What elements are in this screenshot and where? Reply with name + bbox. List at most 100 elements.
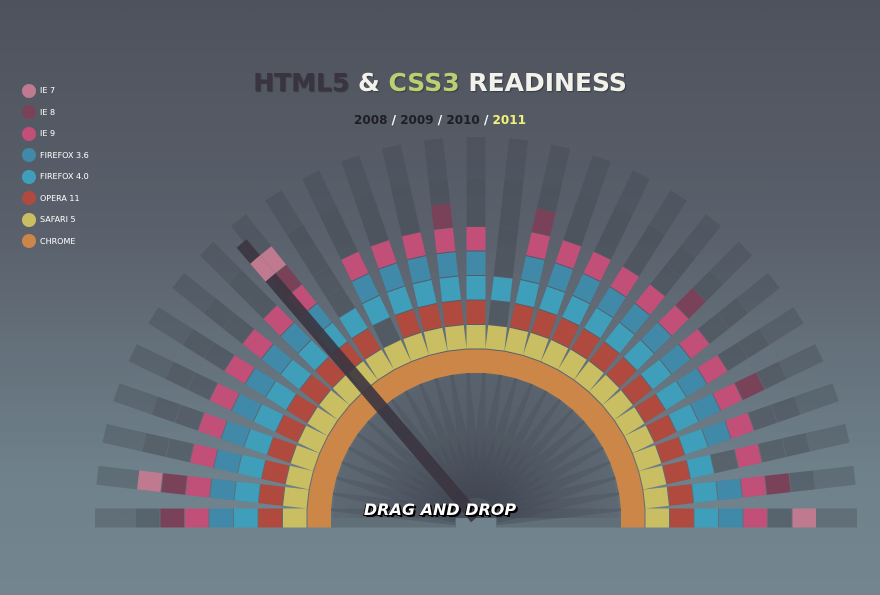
legend-item-firefox-4-0[interactable]: FIREFOX 4.0 <box>22 166 89 188</box>
year-separator: / <box>437 113 443 127</box>
segment-safari-5 <box>614 407 645 436</box>
segment-chrome <box>328 420 359 449</box>
segment-ie-9 <box>555 240 582 269</box>
segment-opera-11 <box>258 508 282 528</box>
segment-ie-9 <box>697 355 728 384</box>
segment-ie-8 <box>718 342 749 371</box>
segment-firefox-3-6 <box>209 508 233 528</box>
segment-ie-9 <box>263 305 294 336</box>
segment-safari-5 <box>523 332 549 362</box>
segment-firefox-4-0 <box>679 429 708 455</box>
segment-firefox-4-0 <box>439 276 461 302</box>
segment-ie-7 <box>204 298 235 329</box>
segment-ie-8 <box>650 265 681 296</box>
segment-chrome <box>571 392 602 423</box>
legend-label: IE 8 <box>40 107 56 117</box>
segment-safari-5 <box>285 465 313 490</box>
segment-firefox-3-6 <box>245 368 276 397</box>
segment-chrome <box>593 420 624 449</box>
segment-opera-11 <box>488 300 510 327</box>
year-2009[interactable]: 2009 <box>400 113 434 127</box>
segment-safari-5 <box>602 390 633 420</box>
segment-firefox-4-0 <box>298 340 329 371</box>
segment-ie-7 <box>391 184 415 212</box>
segment-ie-9 <box>740 476 767 498</box>
segment-safari-5 <box>589 374 620 405</box>
segment-firefox-3-6 <box>261 344 292 374</box>
segment-opera-11 <box>667 484 694 506</box>
segment-firefox-3-6 <box>641 322 672 353</box>
segment-ie-7 <box>738 329 769 358</box>
legend-item-chrome[interactable]: CHROME <box>22 231 89 253</box>
segment-firefox-3-6 <box>326 287 355 318</box>
segment-firefox-4-0 <box>562 295 590 326</box>
legend-label: IE 9 <box>40 129 56 139</box>
legend-swatch <box>22 83 36 98</box>
legend-item-opera-11[interactable]: OPERA 11 <box>22 188 89 210</box>
segment-firefox-4-0 <box>234 481 260 503</box>
segment-chrome <box>309 471 337 495</box>
segment-opera-11 <box>418 303 443 331</box>
segment-safari-5 <box>639 465 667 490</box>
segment-ie-7 <box>136 508 160 528</box>
segment-firefox-3-6 <box>719 508 743 528</box>
title-html5: HTML5 <box>253 68 350 97</box>
segment-firefox-3-6 <box>520 256 545 284</box>
legend-item-ie-9[interactable]: IE 9 <box>22 123 89 145</box>
segment-ie-8 <box>758 438 786 463</box>
year-2011[interactable]: 2011 <box>492 113 526 127</box>
segment-opera-11 <box>551 317 579 348</box>
segment-ie-9 <box>496 227 518 254</box>
segment-ie-8 <box>735 372 765 400</box>
title-css3: CSS3 <box>388 68 460 97</box>
segment-firefox-4-0 <box>466 276 486 300</box>
segment-ie-7 <box>789 470 815 492</box>
legend-item-ie-8[interactable]: IE 8 <box>22 102 89 124</box>
segment-firefox-3-6 <box>221 421 250 447</box>
year-2008[interactable]: 2008 <box>354 113 388 127</box>
segment-ie-7 <box>537 184 561 212</box>
segment-firefox-4-0 <box>640 359 672 390</box>
segment-opera-11 <box>646 415 677 443</box>
segment-safari-5 <box>365 349 394 380</box>
segment-ie-9 <box>402 232 426 260</box>
segment-safari-5 <box>643 487 669 509</box>
segment-firefox-3-6 <box>407 256 432 284</box>
segment-firefox-4-0 <box>317 322 348 354</box>
segment-firefox-3-6 <box>280 322 311 353</box>
year-2010[interactable]: 2010 <box>446 113 480 127</box>
segment-ie-9 <box>224 355 255 384</box>
legend-item-ie-7[interactable]: IE 7 <box>22 80 89 102</box>
segment-ie-9 <box>743 508 767 528</box>
segment-safari-5 <box>574 361 604 392</box>
drag-and-drop-hint: DRAG AND DROP <box>363 500 517 519</box>
segment-ie-8 <box>623 245 652 276</box>
segment-firefox-4-0 <box>656 381 686 410</box>
legend-item-safari-5[interactable]: SAFARI 5 <box>22 209 89 231</box>
segment-firefox-4-0 <box>253 404 284 432</box>
segment-ie-8 <box>160 508 184 528</box>
segment-ie-8 <box>765 473 791 495</box>
legend-swatch <box>22 105 36 120</box>
segment-ie-7 <box>466 178 486 202</box>
segment-ie-7 <box>693 270 724 301</box>
segment-firefox-4-0 <box>584 308 613 338</box>
legend-item-firefox-3-6[interactable]: FIREFOX 3.6 <box>22 145 89 167</box>
segment-opera-11 <box>352 328 381 359</box>
segment-opera-11 <box>315 357 346 388</box>
segment-chrome <box>307 508 331 528</box>
segment-firefox-4-0 <box>623 340 654 371</box>
segment-chrome <box>411 355 438 385</box>
segment-ie-7 <box>165 361 195 390</box>
segment-ie-7 <box>782 433 810 457</box>
segment-firefox-3-6 <box>302 303 332 334</box>
segment-safari-5 <box>283 487 309 509</box>
legend-swatch <box>22 126 36 141</box>
segment-firefox-3-6 <box>702 421 731 447</box>
segment-ie-9 <box>725 412 754 439</box>
segment-ie-8 <box>246 288 277 319</box>
segment-safari-5 <box>624 425 654 453</box>
year-separator: / <box>391 113 397 127</box>
segment-ie-7 <box>137 470 163 492</box>
drag-handle[interactable] <box>236 239 481 523</box>
